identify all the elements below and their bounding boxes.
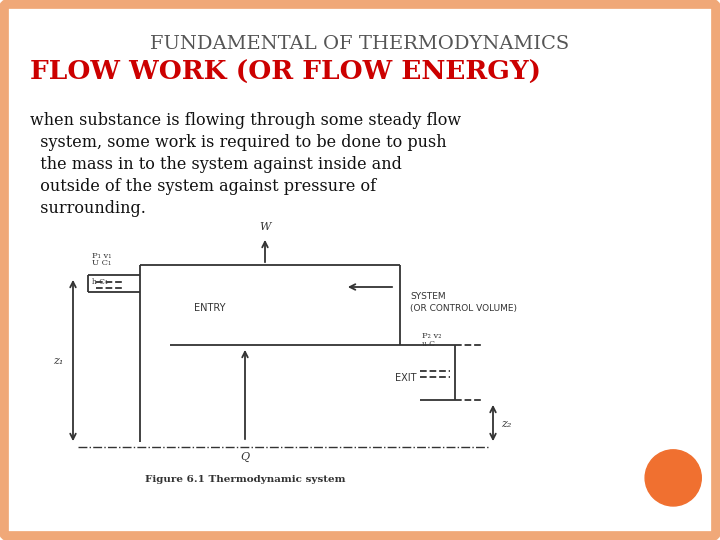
Text: z₂: z₂ [501,419,511,429]
Text: Q: Q [240,452,250,462]
Text: surrounding.: surrounding. [30,200,146,217]
Text: P₁ v₁: P₁ v₁ [92,252,112,260]
Text: Figure 6.1 Thermodynamic system: Figure 6.1 Thermodynamic system [145,476,346,484]
Text: EXIT: EXIT [395,373,416,383]
Text: P₂ v₂: P₂ v₂ [422,332,441,340]
Text: FLOW WORK (OR FLOW ENERGY): FLOW WORK (OR FLOW ENERGY) [30,60,541,85]
Text: U C₁: U C₁ [92,259,112,267]
Circle shape [645,450,701,506]
Text: the mass in to the system against inside and: the mass in to the system against inside… [30,156,402,173]
Text: FUNDAMENTAL OF THERMODYNAMICS: FUNDAMENTAL OF THERMODYNAMICS [150,35,570,53]
Text: h C₁: h C₁ [92,278,108,286]
Text: when substance is flowing through some steady flow: when substance is flowing through some s… [30,112,461,129]
FancyBboxPatch shape [4,4,716,536]
Text: W: W [259,222,271,232]
Text: outside of the system against pressure of: outside of the system against pressure o… [30,178,376,195]
Text: ENTRY: ENTRY [194,303,226,313]
Text: u C: u C [422,340,435,348]
Text: z₁: z₁ [53,356,63,366]
Text: SYSTEM
(OR CONTROL VOLUME): SYSTEM (OR CONTROL VOLUME) [410,292,517,314]
Text: system, some work is required to be done to push: system, some work is required to be done… [30,134,446,151]
